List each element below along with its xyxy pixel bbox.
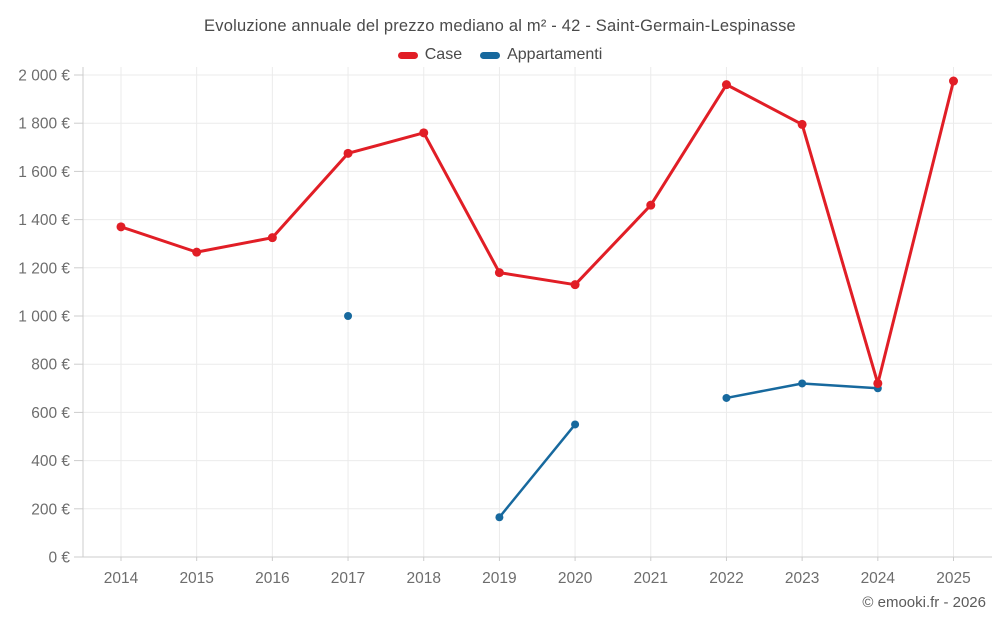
x-tick-label: 2025 — [936, 570, 970, 587]
y-tick-label: 600 € — [31, 405, 70, 422]
case-point-2025[interactable] — [949, 76, 958, 86]
x-tick-label: 2018 — [406, 570, 440, 587]
case-point-2020[interactable] — [570, 280, 580, 290]
chart-title: Evoluzione annuale del prezzo mediano al… — [204, 17, 796, 35]
credit-text: © emooki.fr - 2026 — [862, 594, 986, 611]
legend-label-appartamenti: Appartamenti — [507, 46, 603, 63]
case-point-2021[interactable] — [646, 200, 656, 210]
y-tick-label: 400 € — [31, 453, 70, 470]
legend-marker-case-icon — [397, 51, 418, 59]
appartamenti-point-2019[interactable] — [495, 513, 504, 522]
case-point-2015[interactable] — [192, 247, 202, 257]
y-tick-label: 1 800 € — [18, 116, 70, 133]
y-tick-label: 1 200 € — [18, 260, 70, 277]
appartamenti-point-2023[interactable] — [798, 379, 807, 388]
x-tick-label: 2024 — [861, 570, 896, 587]
x-tick-label: 2014 — [104, 570, 139, 587]
y-tick-label: 1 600 € — [18, 164, 70, 181]
case-point-2016[interactable] — [267, 233, 277, 243]
y-tick-label: 800 € — [31, 357, 70, 374]
x-tick-label: 2017 — [331, 570, 365, 587]
appartamenti-line — [498, 423, 577, 519]
x-tick-label: 2021 — [634, 570, 668, 587]
y-tick-label: 2 000 € — [18, 68, 70, 85]
case-point-2018[interactable] — [419, 128, 429, 138]
y-tick-label: 1 000 € — [18, 309, 70, 326]
x-tick-label: 2020 — [558, 570, 593, 587]
x-tick-label: 2016 — [255, 570, 289, 587]
x-tick-label: 2015 — [179, 570, 213, 587]
x-tick-label: 2019 — [482, 570, 516, 587]
y-tick-label: 200 € — [31, 501, 70, 518]
legend-item-appartamenti[interactable]: Appartamenti — [480, 46, 602, 64]
y-tick-label: 1 400 € — [18, 212, 70, 229]
case-point-2022[interactable] — [721, 80, 731, 90]
case-point-2024[interactable] — [873, 378, 883, 388]
legend-marker-appartamenti-icon — [480, 51, 501, 59]
case-point-2017[interactable] — [343, 148, 353, 158]
case-point-2019[interactable] — [494, 268, 504, 278]
case-point-2023[interactable] — [797, 119, 807, 129]
y-tick-label: 0 € — [48, 550, 70, 567]
appartamenti-point-2022[interactable] — [722, 393, 731, 402]
x-tick-label: 2023 — [785, 570, 819, 587]
x-tick-label: 2022 — [709, 570, 743, 587]
appartamenti-point-2017[interactable] — [344, 312, 353, 320]
legend: Case Appartamenti — [0, 46, 1000, 64]
appartamenti-point-2020[interactable] — [571, 420, 580, 429]
legend-item-case[interactable]: Case — [397, 46, 463, 64]
case-line — [119, 79, 955, 385]
legend-label-case: Case — [424, 46, 463, 63]
case-point-2014[interactable] — [116, 222, 126, 232]
